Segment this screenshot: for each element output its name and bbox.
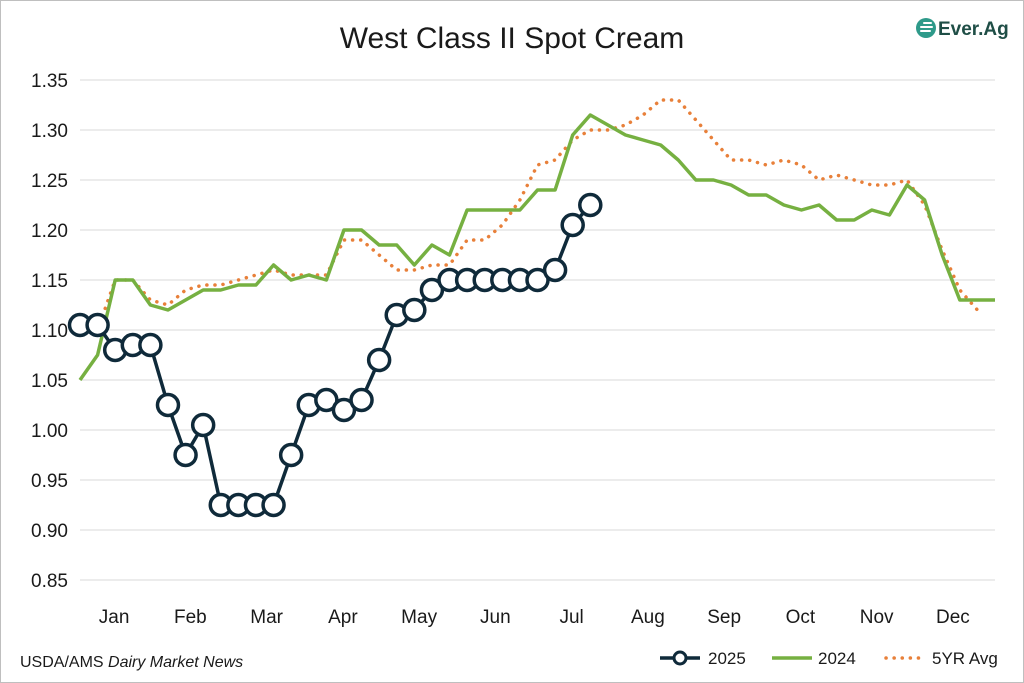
data-point [261, 492, 286, 518]
y-tick-label: 0.85 [31, 571, 68, 592]
y-tick-label: 1.25 [31, 171, 68, 192]
y-axis-ticks: 0.85 0.90 0.95 1.00 1.05 1.10 1.15 1.20 1.25 1.30… [31, 71, 68, 592]
x-tick-label: Jun [480, 607, 511, 628]
data-point [542, 257, 568, 283]
series-line [78, 113, 995, 382]
y-tick-label: 1.20 [31, 221, 68, 242]
x-tick-label: Nov [860, 607, 894, 628]
data-point [190, 412, 216, 438]
data-point [138, 332, 163, 358]
y-tick-label: 1.10 [31, 321, 68, 342]
data-point [314, 387, 339, 413]
data-point [331, 397, 357, 423]
y-tick-label: 1.35 [31, 71, 68, 92]
x-tick-label: Apr [328, 607, 358, 628]
logo-text: Ever.Ag [938, 19, 1009, 40]
series-2025 [67, 192, 603, 518]
x-tick-label: Feb [174, 607, 207, 628]
ever-ag-logo: Ever.Ag [916, 18, 1009, 40]
data-point [578, 192, 603, 218]
data-point [419, 277, 445, 303]
y-tick-label: 1.05 [31, 371, 68, 392]
data-point [278, 442, 304, 468]
x-tick-label: Sep [707, 607, 741, 628]
data-point [173, 442, 198, 468]
x-tick-label: May [401, 607, 437, 628]
grid-lines [80, 79, 995, 581]
x-tick-label: Mar [250, 607, 283, 628]
y-tick-label: 0.95 [31, 471, 68, 492]
legend-label: 2024 [818, 649, 856, 668]
y-tick-label: 1.15 [31, 271, 68, 292]
data-point [366, 347, 392, 373]
legend-marker [672, 650, 688, 666]
data-point [525, 267, 550, 293]
series-line [78, 98, 980, 332]
legend-item: 2024 [772, 649, 856, 668]
data-point [85, 312, 110, 338]
data-point [349, 387, 374, 413]
y-tick-label: 1.30 [31, 121, 68, 142]
data-point [155, 392, 181, 418]
series-2024 [78, 113, 995, 382]
y-tick-label: 0.90 [31, 521, 68, 542]
x-tick-label: Aug [631, 607, 665, 628]
x-tick-label: Oct [786, 607, 816, 628]
legend-item: 5YR Avg [884, 649, 998, 668]
legend-label: 2025 [708, 649, 746, 668]
data-point [402, 297, 427, 323]
series-5yr-avg [78, 98, 980, 332]
source-note: USDA/AMS Dairy Market News [20, 654, 243, 671]
y-tick-label: 1.00 [31, 421, 68, 442]
data-point [560, 212, 585, 238]
legend-item: 2025 [660, 649, 746, 668]
ever-ag-logo-icon [916, 18, 936, 38]
chart-title: West Class II Spot Cream [340, 22, 685, 55]
x-tick-label: Jul [559, 607, 583, 628]
x-tick-label: Jan [99, 607, 130, 628]
x-tick-label: Dec [936, 607, 970, 628]
legend-label: 5YR Avg [932, 649, 998, 668]
legend: 2025 2024 5YR Avg [660, 649, 998, 668]
x-axis-ticks: Jan Feb Mar Apr May Jun Jul Aug Sep Oct Nov Dec [99, 607, 970, 628]
series-layer [67, 98, 995, 518]
